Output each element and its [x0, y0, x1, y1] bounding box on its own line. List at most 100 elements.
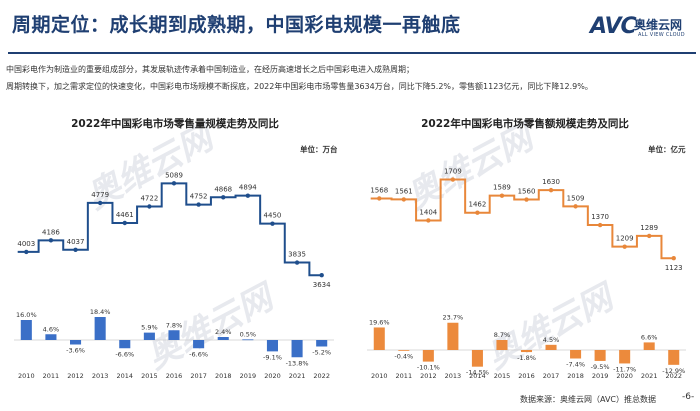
volume-x-tick-2015: 2015	[141, 372, 158, 380]
value-value-label-2019: 1370	[591, 213, 609, 221]
volume-x-tick-2011: 2011	[43, 372, 60, 380]
volume-growth-label-2018: 2.4%	[215, 328, 232, 336]
value-growth-bar-2014	[471, 350, 483, 367]
value-value-label-2015: 1589	[493, 184, 511, 192]
value-value-label-2021: 1289	[640, 224, 658, 232]
volume-growth-bar-2011	[45, 334, 57, 340]
volume-growth-label-2012: -3.6%	[66, 347, 85, 355]
intro-line-1: 中国彩电作为制造业的重要组成部分，其发展轨迹传承着中国制造业，在经历高速增长之后…	[6, 65, 414, 74]
value-growth-label-2017: 4.5%	[543, 336, 560, 344]
volume-growth-bar-2010	[20, 320, 32, 340]
value-growth-bar-2017	[545, 344, 557, 350]
volume-step-line	[17, 182, 322, 277]
volume-value-label-2013: 4779	[91, 191, 109, 199]
value-point-2016	[524, 197, 529, 202]
volume-x-tick-2010: 2010	[18, 372, 35, 380]
volume-value-label-2011: 4186	[42, 228, 60, 236]
volume-x-tick-2013: 2013	[92, 372, 109, 380]
volume-point-2018	[221, 195, 226, 200]
volume-value-label-2019: 4894	[239, 184, 257, 192]
brand-logo: AVC 奥维云网 ALL VIEW CLOUD	[590, 14, 695, 44]
logo-cn-text: 奥维云网	[634, 18, 683, 32]
volume-growth-label-2010: 16.0%	[16, 311, 37, 319]
unit-volume: 单位：万台	[300, 145, 338, 154]
value-x-tick-2013: 2013	[445, 372, 462, 380]
volume-value-label-2016: 5089	[165, 171, 183, 179]
volume-growth-bar-2017	[193, 340, 205, 349]
volume-growth-label-2019: 0.5%	[240, 330, 257, 338]
value-growth-label-2018: -7.4%	[566, 361, 585, 369]
value-value-label-2010: 1568	[370, 186, 388, 194]
value-growth-bar-2020	[619, 350, 631, 364]
volume-growth-label-2015: 5.9%	[141, 324, 158, 332]
value-growth-label-2020: -11.7%	[613, 365, 636, 373]
value-growth-bar-2016	[520, 350, 533, 353]
volume-value-label-2014: 4461	[116, 211, 134, 219]
value-point-2010	[377, 196, 382, 201]
volume-x-tick-2021: 2021	[289, 372, 306, 380]
value-point-2013	[450, 177, 456, 182]
value-growth-bar-2021	[643, 342, 655, 350]
value-point-2019	[597, 222, 603, 228]
value-growth-label-2019: -9.5%	[591, 363, 610, 371]
value-value-label-2020: 1209	[616, 235, 634, 243]
value-growth-bar-2015	[496, 339, 508, 350]
volume-growth-label-2016: 7.8%	[166, 321, 183, 329]
volume-growth-label-2017: -6.6%	[189, 350, 208, 358]
value-point-2022	[671, 256, 676, 261]
volume-value-label-2015: 4722	[140, 195, 158, 203]
value-growth-bar-2011	[398, 350, 410, 351]
chart-title-value: 2022年中国彩电市场零售额规模走势及同比	[421, 118, 629, 130]
volume-x-tick-2016: 2016	[166, 372, 183, 380]
intro-line-2: 周期转换下，加之需求定位的快速变化，中国彩电市场规模不断探底，2022年中国彩电…	[6, 82, 593, 91]
volume-growth-label-2020: -9.1%	[263, 353, 282, 361]
value-growth-label-2010: 19.6%	[369, 318, 390, 326]
volume-point-2014	[122, 220, 127, 226]
volume-point-2019	[245, 193, 251, 198]
chart-title-volume: 2022年中国彩电市场零售量规模走势及同比	[71, 118, 279, 130]
header-divider	[8, 52, 696, 54]
value-value-label-2018: 1509	[567, 194, 585, 202]
value-point-2020	[622, 244, 627, 249]
volume-x-tick-2022: 2022	[313, 372, 330, 380]
volume-point-2016	[171, 181, 177, 186]
volume-value-label-2017: 4752	[190, 193, 208, 201]
volume-point-2013	[97, 200, 103, 206]
value-point-2014	[475, 210, 480, 215]
volume-value-label-2012: 4037	[67, 238, 85, 246]
value-value-label-2011: 1561	[395, 187, 413, 195]
volume-point-2010	[24, 249, 29, 255]
value-growth-label-2013: 23.7%	[443, 314, 464, 322]
volume-x-tick-2017: 2017	[190, 372, 207, 380]
volume-growth-label-2011: 4.6%	[43, 325, 60, 333]
value-x-tick-2021: 2021	[641, 372, 658, 380]
volume-point-2020	[270, 221, 275, 226]
value-value-label-2014: 1462	[469, 201, 487, 209]
value-x-tick-2022: 2022	[665, 372, 682, 380]
unit-value: 单位：亿元	[648, 145, 686, 154]
value-growth-label-2015: 8.7%	[494, 331, 511, 339]
volume-point-2021	[294, 260, 300, 265]
volume-growth-bar-2019	[242, 339, 254, 341]
value-growth-label-2022: -12.9%	[662, 367, 685, 375]
value-value-label-2017: 1630	[542, 178, 560, 186]
volume-x-tick-2020: 2020	[264, 372, 281, 380]
volume-growth-bar-2016	[168, 330, 180, 340]
volume-point-2015	[147, 204, 152, 209]
value-growth-label-2016: -1.8%	[517, 354, 536, 362]
volume-growth-bar-2022	[316, 340, 328, 347]
volume-growth-bar-2020	[266, 340, 278, 352]
page-title: 周期定位：成长期到成熟期，中国彩电规模一再触底	[12, 14, 461, 36]
logo-avc-text: AVC	[590, 14, 637, 39]
volume-growth-bar-2013	[94, 317, 106, 340]
value-growth-label-2014: -14.5%	[466, 369, 489, 377]
logo-en-text: ALL VIEW CLOUD	[638, 32, 685, 38]
value-value-label-2022: 1123	[665, 264, 683, 272]
volume-growth-bar-2018	[217, 337, 229, 340]
volume-value-label-2010: 4003	[17, 240, 35, 248]
value-growth-bar-2013	[447, 322, 459, 350]
value-point-2015	[499, 193, 505, 198]
volume-growth-label-2013: 18.4%	[90, 308, 111, 316]
value-x-tick-2014: 2014	[469, 372, 486, 380]
